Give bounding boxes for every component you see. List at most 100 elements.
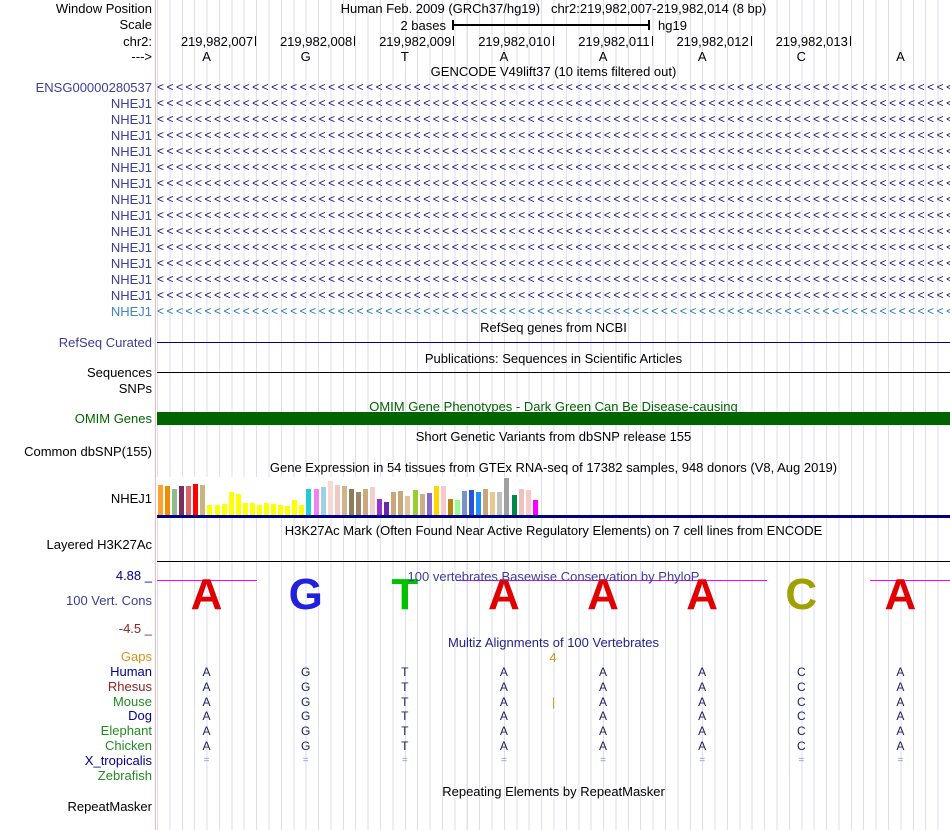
gtex-tissue-bar[interactable] [447, 499, 453, 516]
gtex-tissue-bar[interactable] [256, 505, 262, 516]
gene-transcript-arrows[interactable]: <<<<<<<<<<<<<<<<<<<<<<<<<<<<<<<<<<<<<<<<… [157, 241, 950, 254]
gtex-tissue-bar[interactable] [172, 489, 178, 516]
refseq-curated-label[interactable]: RefSeq Curated [58, 335, 152, 350]
gtex-tissue-bar[interactable] [370, 487, 376, 516]
gene-label[interactable]: NHEJ1 [110, 112, 152, 127]
gtex-tissue-bar[interactable] [278, 505, 284, 516]
gtex-tissue-bar[interactable] [193, 484, 199, 516]
gtex-tissue-bar[interactable] [469, 490, 475, 516]
gene-transcript-arrows[interactable]: <<<<<<<<<<<<<<<<<<<<<<<<<<<<<<<<<<<<<<<<… [157, 129, 950, 142]
gtex-track-baseline[interactable] [157, 515, 950, 518]
gtex-tissue-bar[interactable] [264, 503, 270, 516]
gtex-tissue-bar[interactable] [242, 503, 248, 516]
gtex-tissue-bar[interactable] [348, 489, 354, 516]
gene-transcript-arrows[interactable]: <<<<<<<<<<<<<<<<<<<<<<<<<<<<<<<<<<<<<<<<… [157, 225, 950, 238]
gene-transcript-arrows[interactable]: <<<<<<<<<<<<<<<<<<<<<<<<<<<<<<<<<<<<<<<<… [157, 305, 950, 318]
gtex-tissue-bar[interactable] [490, 492, 496, 516]
gtex-tissue-bar[interactable] [433, 486, 439, 516]
gene-label[interactable]: NHEJ1 [110, 160, 152, 175]
gtex-gene-label[interactable]: NHEJ1 [110, 491, 152, 506]
refseq-curated-track-line[interactable] [157, 342, 950, 343]
gene-transcript-arrows[interactable]: <<<<<<<<<<<<<<<<<<<<<<<<<<<<<<<<<<<<<<<<… [157, 273, 950, 286]
gene-transcript-arrows[interactable]: <<<<<<<<<<<<<<<<<<<<<<<<<<<<<<<<<<<<<<<<… [157, 289, 950, 302]
gene-transcript-arrows[interactable]: <<<<<<<<<<<<<<<<<<<<<<<<<<<<<<<<<<<<<<<<… [157, 209, 950, 222]
gtex-tissue-bar[interactable] [200, 485, 206, 516]
gtex-tissue-bar[interactable] [518, 489, 524, 516]
gtex-tissue-bar[interactable] [412, 490, 418, 516]
gene-transcript-arrows[interactable]: <<<<<<<<<<<<<<<<<<<<<<<<<<<<<<<<<<<<<<<<… [157, 145, 950, 158]
species-label[interactable]: Human [110, 664, 152, 679]
gtex-tissue-bar[interactable] [292, 500, 298, 516]
gtex-tissue-bar[interactable] [285, 506, 291, 516]
dbsnp-label[interactable]: Common dbSNP(155) [24, 444, 152, 459]
gene-label[interactable]: NHEJ1 [110, 176, 152, 191]
gtex-tissue-bar[interactable] [327, 481, 333, 516]
gtex-tissue-bar[interactable] [186, 486, 192, 516]
gtex-tissue-bar[interactable] [355, 492, 361, 516]
gtex-tissue-bar[interactable] [235, 494, 241, 516]
gtex-tissue-bar[interactable] [504, 478, 510, 516]
gtex-tissue-bar[interactable] [221, 504, 227, 516]
gtex-tissue-bar[interactable] [476, 492, 482, 516]
species-label[interactable]: Mouse [112, 694, 152, 709]
gtex-tissue-bar[interactable] [179, 486, 185, 516]
repeatmasker-label[interactable]: RepeatMasker [67, 799, 152, 814]
gtex-tissue-bar[interactable] [320, 487, 326, 516]
gtex-tissue-bar[interactable] [249, 503, 255, 516]
gtex-tissue-bar[interactable] [426, 493, 432, 516]
gtex-tissue-bar[interactable] [313, 489, 319, 516]
gtex-tissue-bar[interactable] [165, 486, 171, 516]
gene-transcript-arrows[interactable]: <<<<<<<<<<<<<<<<<<<<<<<<<<<<<<<<<<<<<<<<… [157, 81, 950, 94]
gtex-tissue-bar[interactable] [483, 489, 489, 516]
gtex-tissue-bar[interactable] [271, 504, 277, 516]
gtex-tissue-bar[interactable] [299, 505, 305, 516]
gtex-tissue-bar[interactable] [419, 494, 425, 516]
gtex-tissue-bar[interactable] [391, 492, 397, 516]
gtex-tissue-bar[interactable] [398, 491, 404, 516]
gene-label[interactable]: NHEJ1 [110, 304, 152, 319]
gtex-tissue-bar[interactable] [440, 486, 446, 516]
gene-transcript-arrows[interactable]: <<<<<<<<<<<<<<<<<<<<<<<<<<<<<<<<<<<<<<<<… [157, 113, 950, 126]
gene-label[interactable]: NHEJ1 [110, 240, 152, 255]
gtex-tissue-bar[interactable] [377, 499, 383, 516]
gtex-tissue-bar[interactable] [214, 505, 220, 516]
gene-label[interactable]: ENSG00000280537 [35, 80, 152, 95]
species-label[interactable]: Chicken [105, 738, 152, 753]
gaps-label[interactable]: Gaps [120, 649, 152, 664]
gtex-tissue-bar[interactable] [532, 500, 538, 516]
gtex-tissue-bar[interactable] [525, 490, 531, 516]
species-label[interactable]: Elephant [100, 723, 152, 738]
gtex-tissue-bar[interactable] [511, 495, 517, 516]
gene-transcript-arrows[interactable]: <<<<<<<<<<<<<<<<<<<<<<<<<<<<<<<<<<<<<<<<… [157, 193, 950, 206]
gene-transcript-arrows[interactable]: <<<<<<<<<<<<<<<<<<<<<<<<<<<<<<<<<<<<<<<<… [157, 257, 950, 270]
gtex-tissue-bar[interactable] [306, 489, 312, 516]
gene-label[interactable]: NHEJ1 [110, 128, 152, 143]
h3k27ac-track-baseline[interactable] [157, 561, 950, 562]
gene-label[interactable]: NHEJ1 [110, 288, 152, 303]
gtex-tissue-bar[interactable] [497, 492, 503, 516]
gene-label[interactable]: NHEJ1 [110, 272, 152, 287]
gtex-tissue-bar[interactable] [462, 491, 467, 516]
gtex-tissue-bar[interactable] [454, 500, 460, 516]
gtex-tissue-bar[interactable] [207, 505, 213, 516]
species-label[interactable]: Dog [128, 708, 152, 723]
sequences-track-line[interactable] [157, 372, 950, 373]
sequences-label[interactable]: Sequences [86, 365, 152, 380]
gene-label[interactable]: NHEJ1 [110, 192, 152, 207]
gene-label[interactable]: NHEJ1 [110, 144, 152, 159]
gtex-tissue-bar[interactable] [405, 496, 411, 516]
gtex-tissue-bar[interactable] [158, 485, 163, 516]
gtex-tissue-bar[interactable] [384, 502, 390, 516]
species-label[interactable]: X_tropicalis [84, 753, 152, 768]
gene-label[interactable]: NHEJ1 [110, 96, 152, 111]
gtex-tissue-bar[interactable] [228, 492, 234, 516]
h3k27ac-label[interactable]: Layered H3K27Ac [46, 537, 152, 552]
gtex-tissue-bar[interactable] [341, 486, 347, 516]
species-label[interactable]: Zebrafish [97, 768, 152, 783]
gene-transcript-arrows[interactable]: <<<<<<<<<<<<<<<<<<<<<<<<<<<<<<<<<<<<<<<<… [157, 177, 950, 190]
omim-genes-label[interactable]: OMIM Genes [74, 411, 152, 426]
gene-transcript-arrows[interactable]: <<<<<<<<<<<<<<<<<<<<<<<<<<<<<<<<<<<<<<<<… [157, 161, 950, 174]
gene-label[interactable]: NHEJ1 [110, 208, 152, 223]
species-label[interactable]: Rhesus [107, 679, 152, 694]
gene-label[interactable]: NHEJ1 [110, 224, 152, 239]
